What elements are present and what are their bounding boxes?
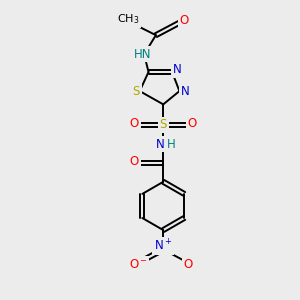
Text: S: S — [133, 85, 140, 98]
Text: HN: HN — [134, 48, 152, 61]
Text: CH$_3$: CH$_3$ — [117, 12, 139, 26]
Text: S: S — [160, 118, 167, 131]
Text: O: O — [130, 117, 139, 130]
Text: N: N — [181, 85, 190, 98]
Text: O: O — [180, 14, 189, 27]
Text: O: O — [184, 258, 193, 271]
Text: O: O — [188, 117, 197, 130]
Text: N: N — [173, 63, 182, 76]
Text: O$^-$: O$^-$ — [129, 258, 148, 271]
Text: N$^+$: N$^+$ — [154, 238, 172, 254]
Text: N: N — [156, 138, 165, 151]
Text: O: O — [130, 155, 139, 168]
Text: H: H — [167, 138, 176, 151]
